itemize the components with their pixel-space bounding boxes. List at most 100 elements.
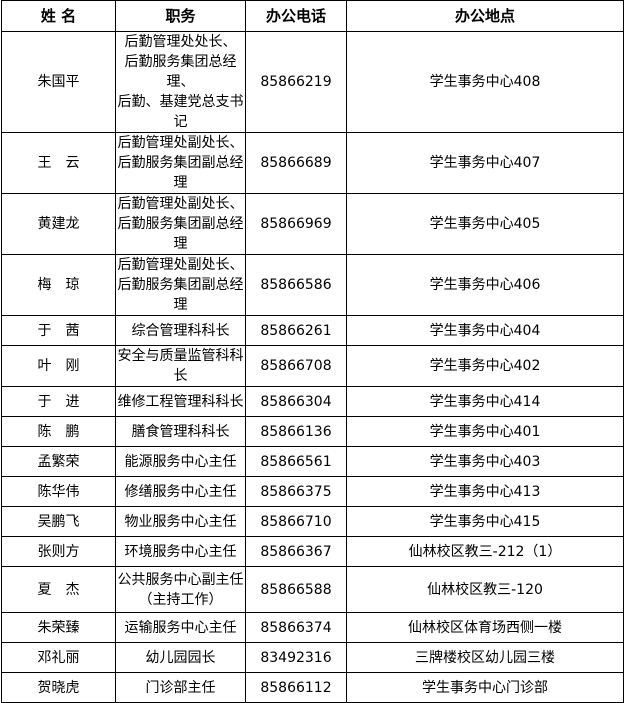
cell-title: 运输服务中心主任 [115, 612, 246, 643]
title-line: 后勤管理处处长、 [124, 34, 237, 50]
cell-title: 门诊部主任 [115, 672, 246, 703]
cell-title: 物业服务中心主任 [115, 506, 246, 537]
cell-location: 学生事务中心408 [346, 31, 624, 133]
cell-name: 黄建龙 [1, 193, 116, 255]
cell-title: 后勤管理处副处长、后勤服务集团副总经理 [115, 193, 246, 255]
cell-phone: 85866586 [245, 254, 347, 316]
cell-phone: 85866375 [245, 476, 347, 507]
table-row: 邓礼丽 幼儿园园长 83492316 三牌楼校区幼儿园三楼 [1, 642, 624, 673]
cell-name: 夏 杰 [1, 566, 116, 613]
cell-location: 仙林校区教三-120 [346, 566, 624, 613]
title-line: 后勤管理处副处长、 [117, 196, 244, 212]
cell-location: 学生事务中心门诊部 [346, 672, 624, 703]
cell-location: 学生事务中心401 [346, 416, 624, 447]
header-location: 办公地点 [346, 0, 624, 32]
cell-phone: 85866710 [245, 506, 347, 537]
title-line: 后勤服务集团副总经理 [117, 155, 244, 191]
table-row: 于 进维修工程管理科科长 85866304 学生事务中心414 [1, 386, 624, 417]
title-line: 后勤服务集团总经理、 [124, 54, 237, 90]
title-line: 后勤管理处副处长、 [117, 135, 244, 151]
cell-name: 陈 鹏 [1, 416, 116, 447]
table-row: 朱荣臻 运输服务中心主任 85866374 仙林校区体育场西侧一楼 [1, 612, 624, 643]
cell-phone: 85866112 [245, 672, 347, 703]
cell-location: 仙林校区体育场西侧一楼 [346, 612, 624, 643]
cell-phone: 85866689 [245, 132, 347, 194]
cell-name: 张则方 [1, 536, 116, 567]
cell-title: 后勤管理处处长、后勤服务集团总经理、 后勤、基建党总支书记 [115, 31, 246, 133]
title-line: 修缮服务中心主任 [124, 483, 237, 500]
cell-name: 陈华伟 [1, 476, 116, 507]
cell-title: 修缮服务中心主任 [115, 476, 246, 507]
cell-location: 学生事务中心403 [346, 446, 624, 477]
cell-location: 学生事务中心414 [346, 386, 624, 417]
cell-name: 孟繁荣 [1, 446, 116, 477]
header-name: 姓 名 [1, 0, 116, 32]
title-line: 后勤、基建党总支书记 [117, 94, 244, 130]
cell-name: 王 云 [1, 132, 116, 194]
cell-title: 后勤管理处副处长、后勤服务集团副总经理 [115, 132, 246, 194]
cell-phone: 85866969 [245, 193, 347, 255]
title-line: 门诊部主任 [145, 679, 216, 696]
table-row: 梅 琼后勤管理处副处长、后勤服务集团副总经理 85866586 学生事务中心406 [1, 254, 624, 316]
cell-title: 膳食管理科科长 [115, 416, 246, 447]
table-row: 陈华伟 修缮服务中心主任 85866375 学生事务中心413 [1, 476, 624, 507]
cell-title: 幼儿园园长 [115, 642, 246, 673]
cell-name: 梅 琼 [1, 254, 116, 316]
title-line: 维修工程管理科科长 [117, 393, 244, 410]
table-row: 于 茜综合管理科科长 85866261 学生事务中心404 [1, 315, 624, 346]
header-phone: 办公电话 [245, 0, 347, 32]
cell-name: 朱国平 [1, 31, 116, 133]
table-row: 王 云后勤管理处副处长、后勤服务集团副总经理 85866689 学生事务中心407 [1, 132, 624, 194]
table-row: 朱国平 后勤管理处处长、后勤服务集团总经理、 后勤、基建党总支书记 85866219 学… [1, 31, 624, 133]
cell-title: 综合管理科科长 [115, 315, 246, 346]
cell-title: 环境服务中心主任 [115, 536, 246, 567]
cell-location: 学生事务中心407 [346, 132, 624, 194]
cell-phone: 85866367 [245, 536, 347, 567]
cell-phone: 85866261 [245, 315, 347, 346]
cell-name: 吴鹏飞 [1, 506, 116, 537]
cell-name: 邓礼丽 [1, 642, 116, 673]
title-line: 幼儿园园长 [145, 649, 216, 666]
cell-location: 学生事务中心415 [346, 506, 624, 537]
table-row: 夏 杰公共服务中心副主任 （主持工作） 85866588 仙林校区教三-120 [1, 566, 624, 613]
table-row: 陈 鹏膳食管理科科长 85866136 学生事务中心401 [1, 416, 624, 447]
header-title: 职务 [115, 0, 246, 32]
cell-location: 学生事务中心404 [346, 315, 624, 346]
cell-phone: 85866136 [245, 416, 347, 447]
title-line: 综合管理科科长 [131, 322, 230, 339]
title-line: 运输服务中心主任 [124, 619, 237, 636]
cell-phone: 85866374 [245, 612, 347, 643]
cell-phone: 83492316 [245, 642, 347, 673]
cell-title: 公共服务中心副主任 （主持工作） [115, 566, 246, 613]
cell-location: 学生事务中心406 [346, 254, 624, 316]
cell-location: 学生事务中心413 [346, 476, 624, 507]
title-line: （主持工作） [138, 591, 223, 608]
cell-name: 于 进 [1, 386, 116, 417]
cell-location: 学生事务中心405 [346, 193, 624, 255]
cell-title: 能源服务中心主任 [115, 446, 246, 477]
title-line: 膳食管理科科长 [131, 423, 230, 440]
table-row: 吴鹏飞 物业服务中心主任 85866710 学生事务中心415 [1, 506, 624, 537]
cell-name: 朱荣臻 [1, 612, 116, 643]
cell-phone: 85866304 [245, 386, 347, 417]
title-line: 环境服务中心主任 [124, 543, 237, 560]
title-line: 公共服务中心副主任 [117, 571, 244, 588]
cell-location: 学生事务中心402 [346, 345, 624, 387]
header-row: 姓 名 职务 办公电话 办公地点 [1, 0, 624, 32]
title-line: 后勤管理处副处长、 [117, 257, 244, 273]
cell-name: 于 茜 [1, 315, 116, 346]
title-line: 后勤服务集团副总经理 [117, 277, 244, 313]
title-line: 安全与质量监管科科长 [117, 348, 244, 384]
cell-phone: 85866561 [245, 446, 347, 477]
cell-location: 三牌楼校区幼儿园三楼 [346, 642, 624, 673]
title-line: 物业服务中心主任 [124, 513, 237, 530]
table-row: 叶 刚安全与质量监管科科长 85866708 学生事务中心402 [1, 345, 624, 387]
cell-title: 后勤管理处副处长、后勤服务集团副总经理 [115, 254, 246, 316]
cell-phone: 85866588 [245, 566, 347, 613]
cell-phone: 85866219 [245, 31, 347, 133]
title-line: 后勤服务集团副总经理 [117, 216, 244, 252]
cell-title: 维修工程管理科科长 [115, 386, 246, 417]
table-row: 黄建龙 后勤管理处副处长、后勤服务集团副总经理 85866969 学生事务中心405 [1, 193, 624, 255]
table-row: 孟繁荣 能源服务中心主任 85866561 学生事务中心403 [1, 446, 624, 477]
